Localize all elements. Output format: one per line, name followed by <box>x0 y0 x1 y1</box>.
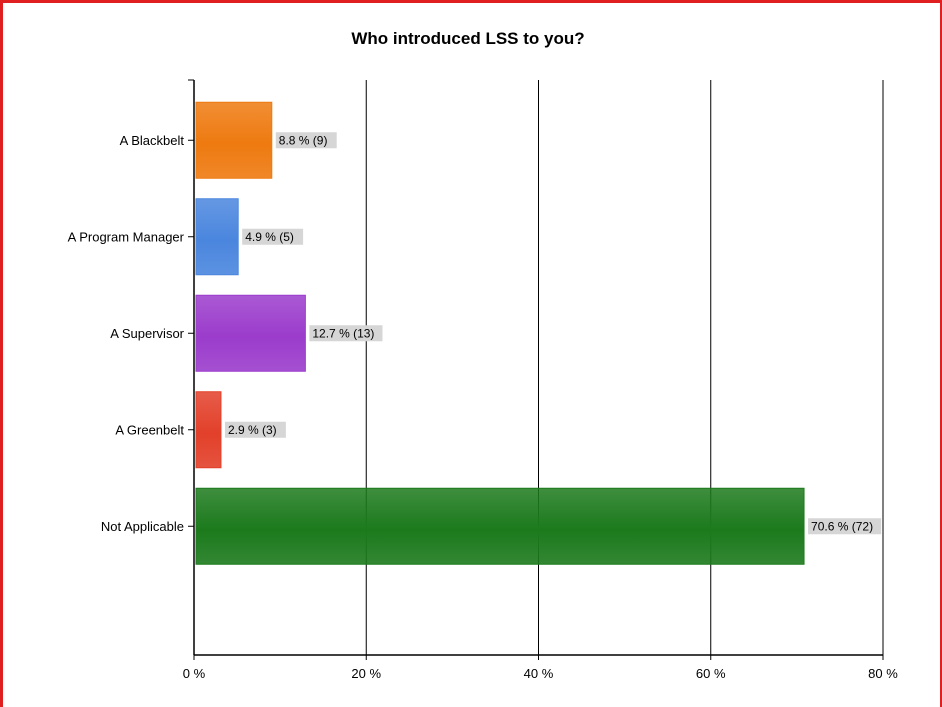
bar-chart: 0 % 20 % 40 % 60 % 80 % A Blackbelt 8.8 % (9) A… <box>68 79 898 681</box>
category-label: A Blackbelt <box>120 133 185 148</box>
data-label-background <box>242 228 304 245</box>
data-label-background <box>309 325 383 342</box>
data-label: 12.7 % (13) <box>312 326 374 340</box>
bar <box>195 294 306 372</box>
bar <box>195 198 239 276</box>
category-label: Not Applicable <box>101 519 184 534</box>
x-tick-label: 60 % <box>696 666 726 681</box>
data-label: 4.9 % (5) <box>245 230 294 244</box>
category-label: A Greenbelt <box>115 422 184 437</box>
x-tick-label: 40 % <box>524 666 554 681</box>
data-label: 2.9 % (3) <box>228 423 277 437</box>
x-tick-label: 20 % <box>351 666 381 681</box>
bar <box>195 391 222 469</box>
bar <box>195 101 273 179</box>
category-label: A Program Manager <box>68 229 185 244</box>
data-label: 8.8 % (9) <box>279 133 328 147</box>
data-label-background <box>224 421 286 438</box>
data-label: 70.6 % (72) <box>811 519 873 533</box>
category-label: A Supervisor <box>110 326 184 341</box>
data-label-background <box>808 518 882 535</box>
chart-title: Who introduced LSS to you? <box>351 29 585 48</box>
x-tick-label: 80 % <box>868 666 898 681</box>
bar <box>195 487 805 565</box>
data-label-background <box>275 132 337 149</box>
x-tick-label: 0 % <box>183 666 206 681</box>
